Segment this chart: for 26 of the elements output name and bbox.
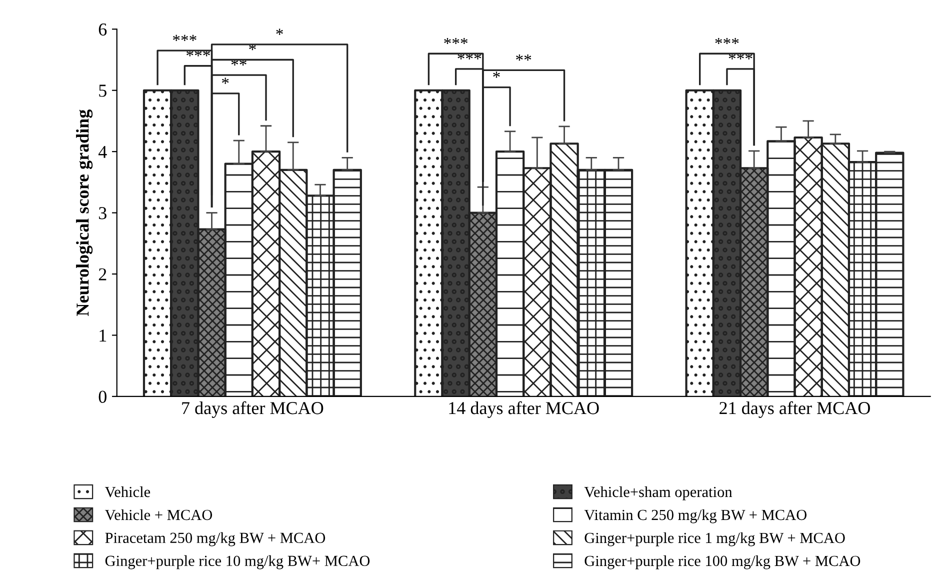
- legend-label: Vehicle: [104, 486, 150, 498]
- annotation: **: [516, 54, 532, 61]
- legend-label: Ginger+purple rice 10 mg/kg BW+ MCAO: [105, 555, 370, 570]
- legend-label: Piracetam 250 mg/kg BW + MCAO: [105, 532, 326, 546]
- legend-label: Ginger+purple rice 1 mg/kg BW + MCAO: [584, 532, 845, 546]
- y-axis-title: Neurological score grading: [76, 109, 93, 316]
- y-tick-label: 6: [98, 23, 107, 36]
- annotation: ***: [715, 38, 739, 44]
- legend-label: Vitamin C 250 mg/kg BW + MCAO: [584, 509, 807, 524]
- annotation: *: [222, 78, 229, 84]
- annotation: *: [276, 28, 283, 35]
- annotation: *: [493, 72, 500, 78]
- legend-label: Vehicle+sham operation: [584, 486, 732, 500]
- x-tick-label: 7 days after MCAO: [182, 401, 324, 418]
- y-tick-label: 1: [100, 330, 106, 342]
- y-tick-label: 2: [98, 268, 106, 280]
- y-tick-label: 5: [99, 84, 106, 97]
- legend-label: Ginger+purple rice 100 mg/kg BW + MCAO: [584, 555, 860, 570]
- y-tick-label: 3: [98, 207, 106, 220]
- annotation: ***: [444, 38, 468, 44]
- legend-label: Vehicle + MCAO: [104, 509, 212, 520]
- x-tick-label: 21 days after MCAO: [720, 401, 870, 418]
- y-tick-label: 0: [98, 390, 106, 403]
- y-tick-label: 4: [98, 146, 107, 158]
- x-tick-label: 14 days after MCAO: [449, 401, 599, 418]
- annotation: ***: [172, 34, 196, 41]
